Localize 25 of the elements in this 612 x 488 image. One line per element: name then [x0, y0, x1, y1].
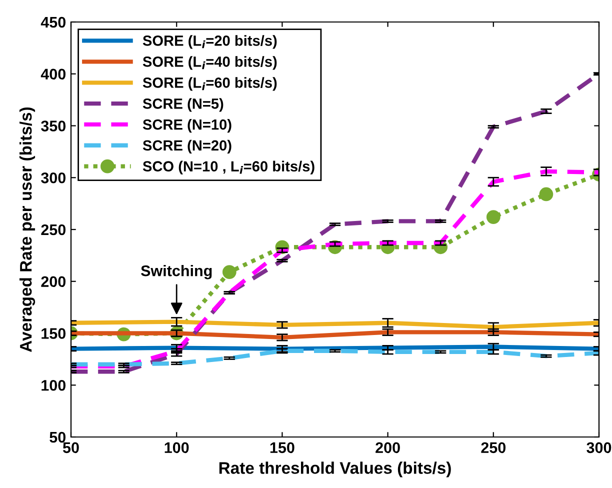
x-tick-label: 50	[62, 442, 79, 454]
y-tick-label: 100	[42, 380, 66, 391]
legend-label: SCRE (N=10)	[142, 119, 232, 133]
y-tick-label: 250	[41, 224, 66, 236]
x-tick-label: 300	[586, 442, 612, 454]
legend-label: SCO (N=10 , L$_{i}$=60 bits/s)	[142, 160, 314, 174]
y-tick-label: 450	[40, 16, 66, 28]
y-tick-label: 300	[41, 172, 66, 184]
legend-label: SORE (L$_{i}$=40 bits/s)	[142, 56, 277, 70]
annotation: Switching	[140, 264, 212, 280]
x-tick-label: 100	[164, 442, 189, 454]
legend-label: SCRE (N=5)	[142, 98, 224, 112]
y-tick-label: 50	[50, 432, 66, 443]
x-tick-label: 200	[376, 442, 400, 454]
y-tick-label: 350	[41, 120, 66, 132]
x-tick-label: 150	[270, 442, 294, 454]
x-axis-title: Rate threshold Values (bits/s)	[219, 462, 451, 478]
y-tick-label: 400	[40, 68, 66, 80]
legend-label: SORE (L$_{i}$=20 bits/s)	[142, 35, 277, 49]
y-axis-title: Averaged Rate per user (bits/s)	[19, 107, 36, 352]
legend-label: SCRE (N=20)	[142, 140, 232, 154]
legend-label: SORE (L$_{i}$=60 bits/s)	[142, 77, 277, 91]
y-tick-label: 200	[41, 276, 66, 288]
y-tick-label: 150	[42, 328, 66, 339]
x-tick-label: 250	[481, 442, 506, 454]
